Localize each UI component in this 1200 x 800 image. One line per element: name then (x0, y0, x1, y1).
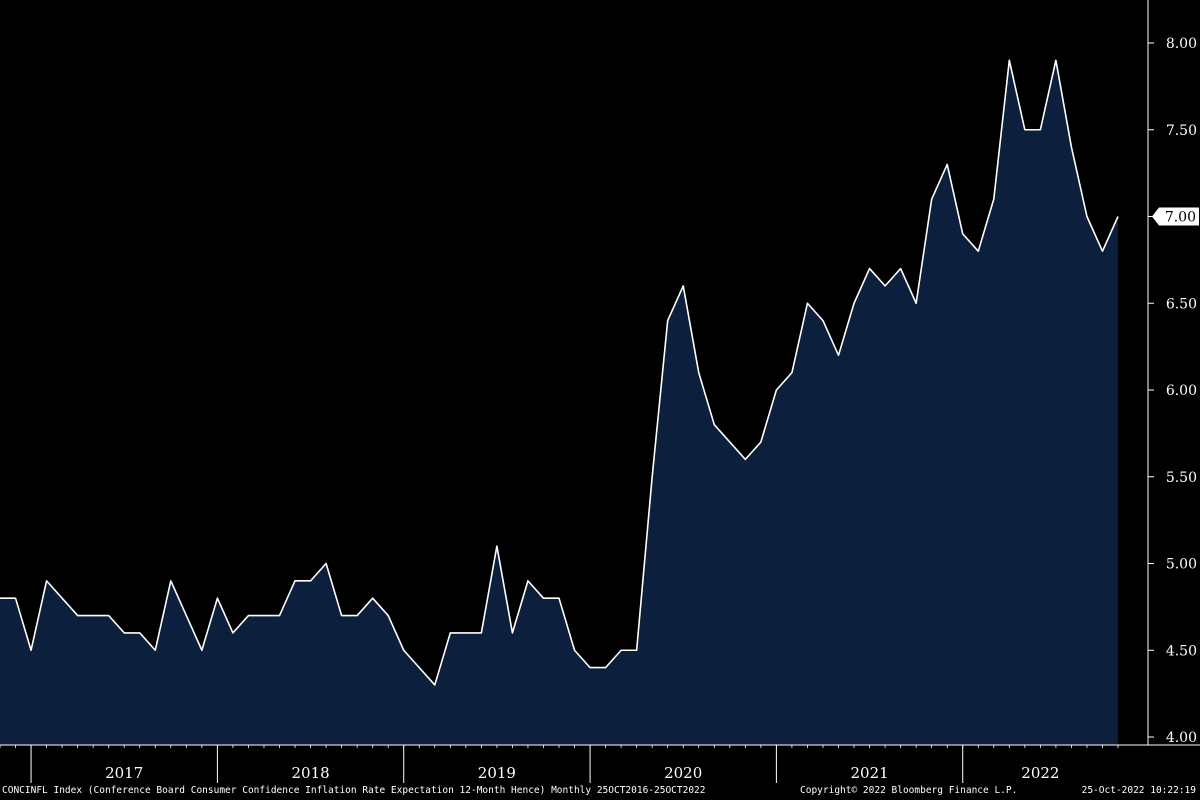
x-tick-label: 2022 (1021, 764, 1059, 782)
y-tick-label: 8.00 (1166, 36, 1197, 52)
y-tick-label: 7.50 (1166, 123, 1197, 139)
y-tick-label: 6.50 (1166, 296, 1197, 312)
footer-timestamp: 25-Oct-2022 10:22:19 (1081, 785, 1196, 796)
plot-area (0, 59, 1119, 746)
y-tick-label: 4.50 (1166, 643, 1197, 659)
x-tick-label: 2020 (664, 764, 702, 782)
footer-copyright: Copyright© 2022 Bloomberg Finance L.P. (800, 785, 1018, 796)
y-tick-label: 4.00 (1166, 730, 1197, 746)
y-tick-label: 5.00 (1166, 557, 1197, 573)
x-tick-label: 2017 (105, 764, 143, 782)
series-line (0, 59, 1119, 686)
x-tick-label: 2018 (292, 764, 330, 782)
series-area (0, 60, 1118, 746)
axes: 4.00 4.50 5.00 5.50 6.00 6.50 7.50 8.00 7.00 2017… (0, 0, 1200, 783)
last-value-label: 7.00 (1165, 210, 1196, 226)
footer-series-description: CONCINFL Index (Conference Board Consume… (2, 785, 706, 796)
y-tick-label: 5.50 (1166, 470, 1197, 486)
x-tick-label: 2021 (851, 764, 889, 782)
x-tick-label: 2019 (478, 764, 516, 782)
y-tick-label: 6.00 (1166, 383, 1197, 399)
last-value-badge (1152, 207, 1199, 226)
